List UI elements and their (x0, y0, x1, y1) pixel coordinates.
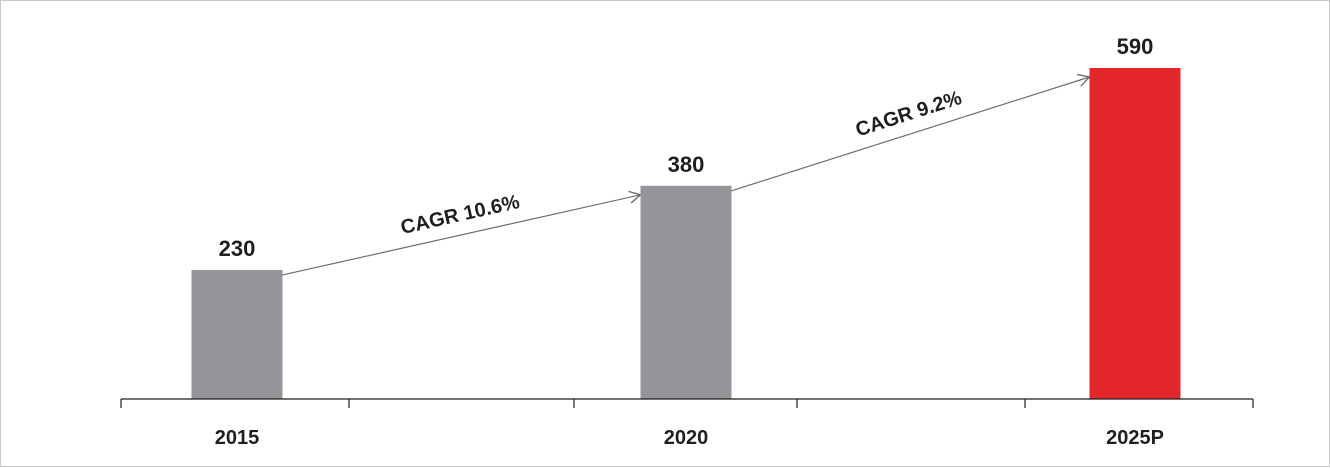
data-label-2025p: 590 (1117, 34, 1154, 59)
tick-label-2025p: 2025P (1106, 427, 1164, 449)
data-label-2015: 230 (219, 236, 256, 261)
bar-2015 (191, 269, 283, 399)
data-label-2020: 380 (668, 152, 705, 177)
cagr-label-2: CAGR 9.2% (853, 87, 965, 141)
cagr-arrow-1 (282, 190, 642, 276)
x-axis (120, 398, 1254, 408)
arrows-layer (282, 73, 1091, 276)
bar-2020 (640, 185, 732, 399)
bars-layer (191, 68, 1181, 399)
tick-label-2015: 2015 (215, 427, 260, 449)
tick-label-2020: 2020 (664, 427, 709, 449)
cagr-label-1: CAGR 10.6% (399, 191, 522, 239)
bar-2025p (1089, 68, 1181, 399)
cagr-arrow-2 (731, 73, 1091, 192)
